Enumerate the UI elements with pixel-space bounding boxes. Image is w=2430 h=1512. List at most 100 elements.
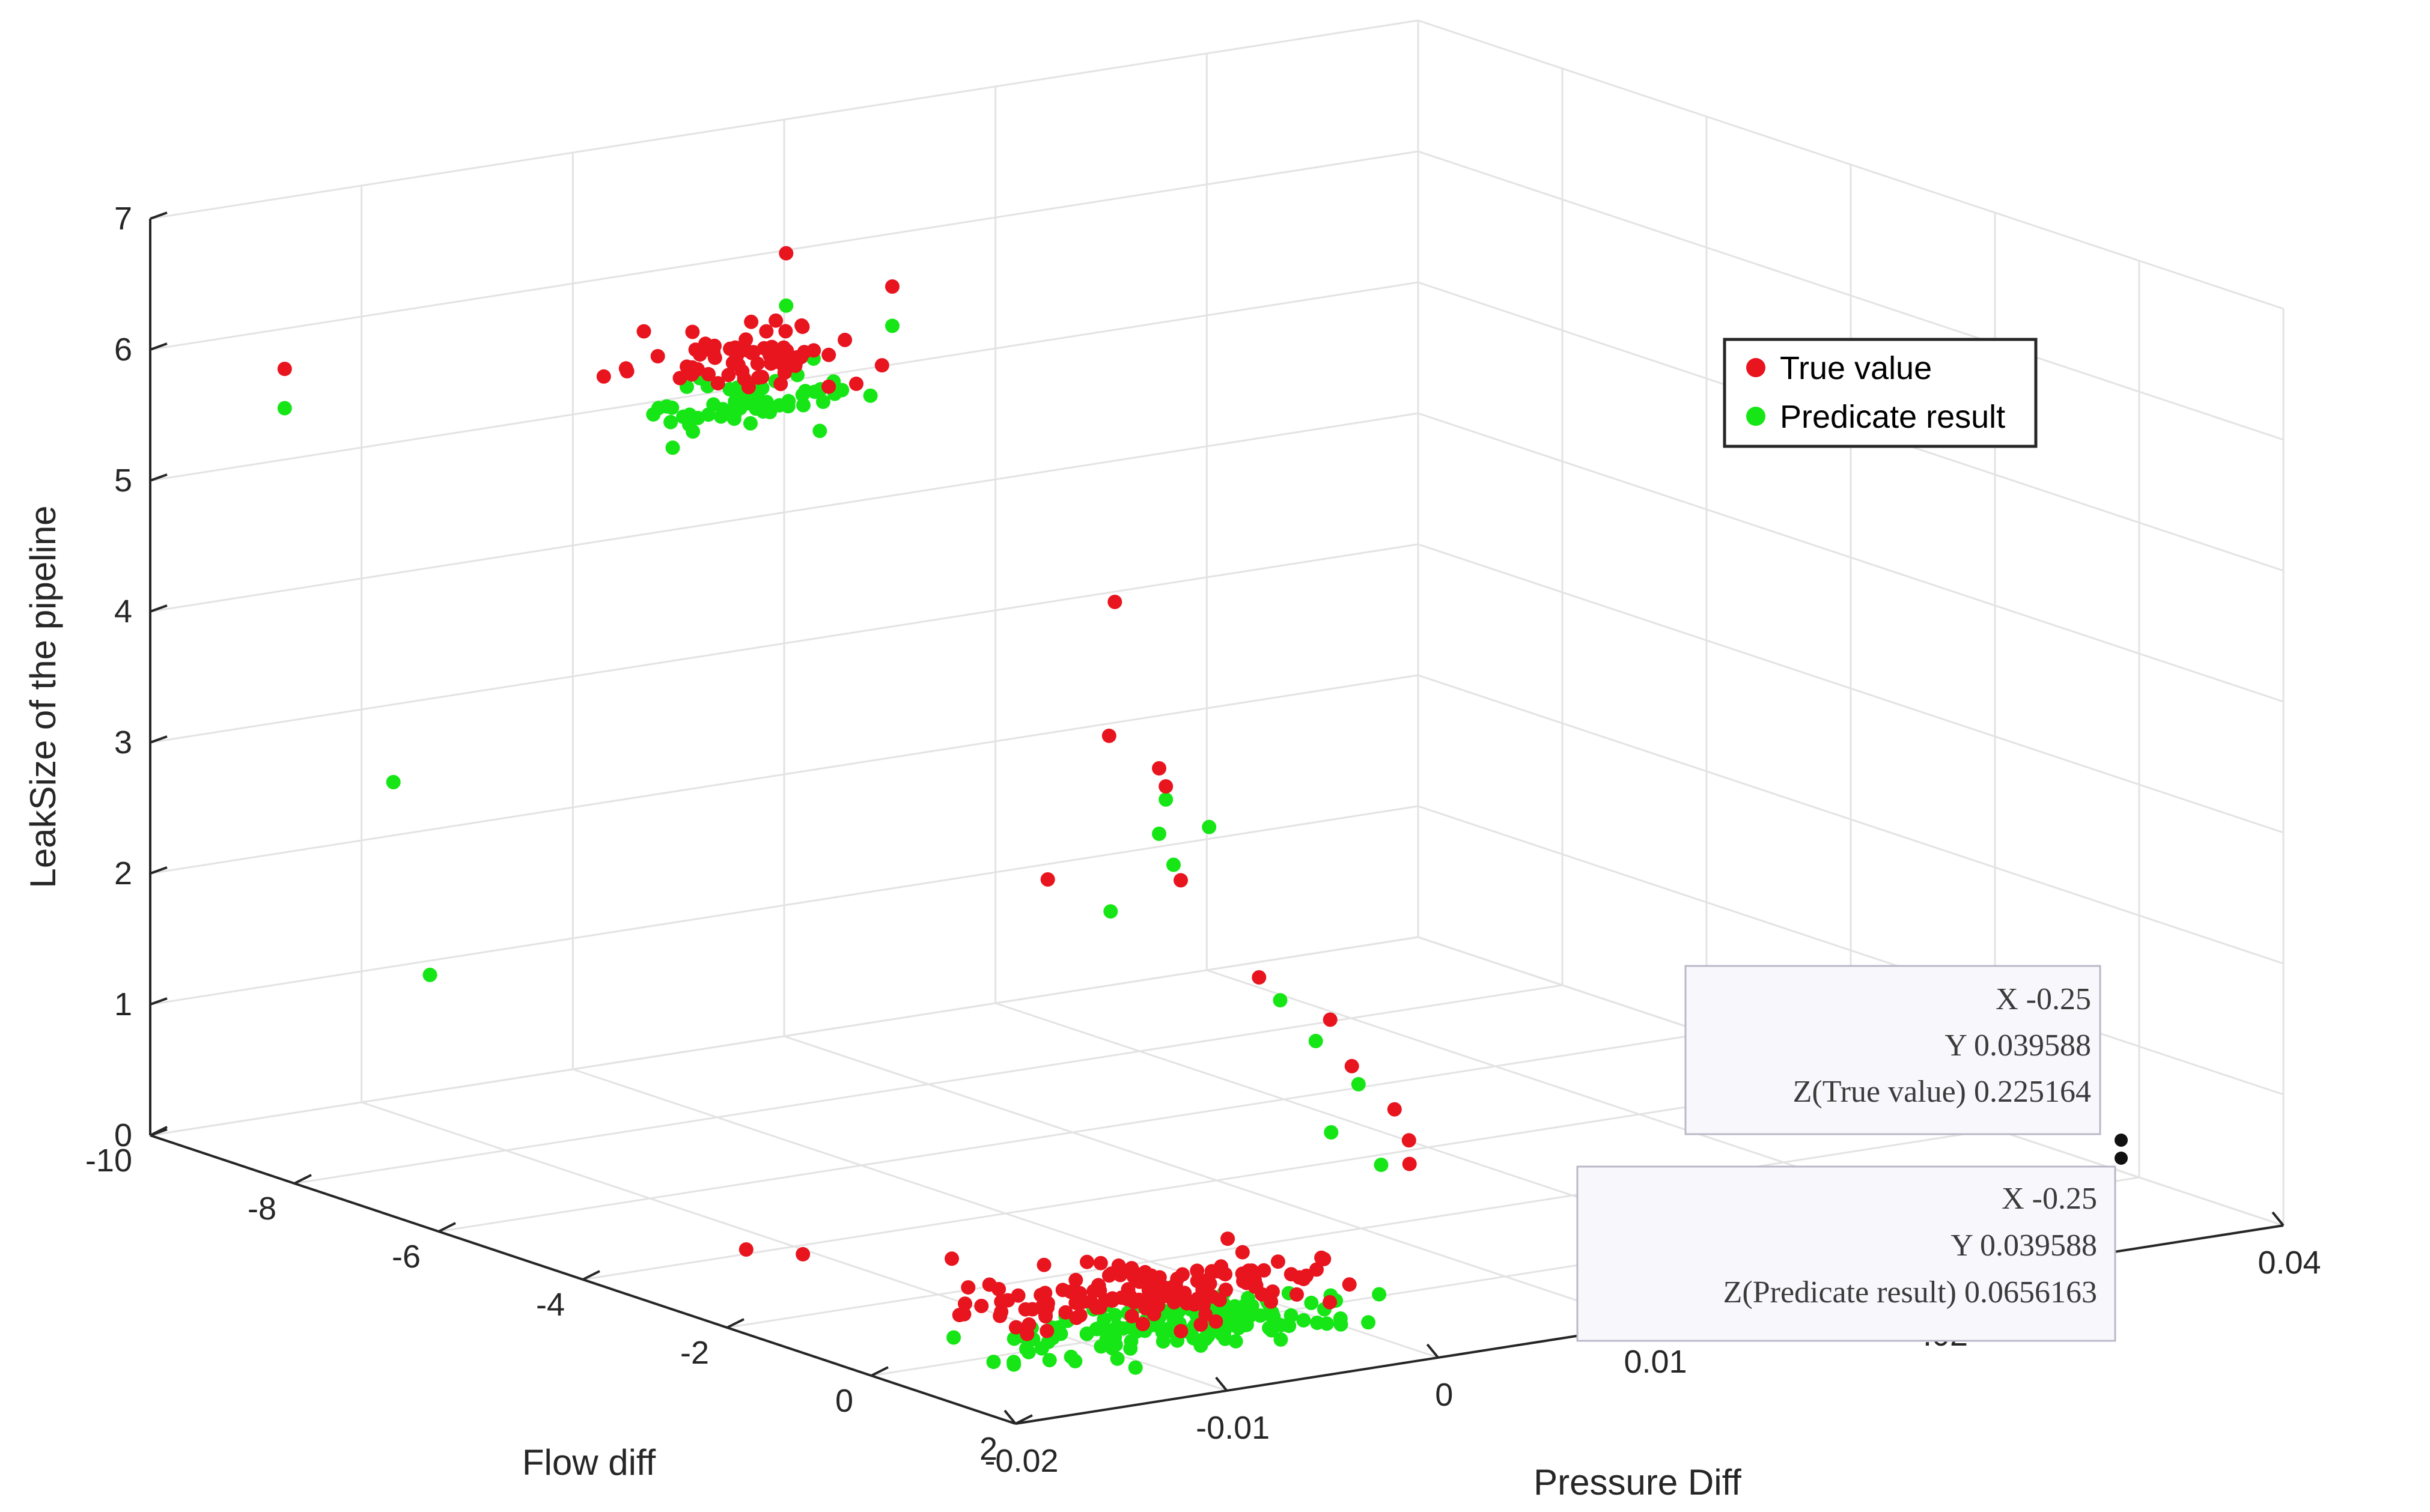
legend-marker-true-value <box>1746 358 1765 377</box>
scatter-point-true-value <box>1208 1314 1223 1329</box>
y-tick-mark <box>1003 1409 1017 1425</box>
legend-label-true-value: True value <box>1780 350 1932 386</box>
scatter-point-true-value <box>680 359 695 374</box>
y-tick-label: -0.01 <box>1196 1410 1270 1446</box>
x-tick-mark <box>726 1318 745 1329</box>
grid-line <box>1418 412 2284 703</box>
legend: True value Predicate result <box>1723 338 2038 448</box>
datatip-line-x: X -0.25 <box>2002 1182 2097 1216</box>
scatter-point-predicate-result <box>781 399 796 414</box>
grid-line <box>150 805 1419 1006</box>
scatter-point-predicate-result <box>422 967 437 982</box>
z-tick-label: 5 <box>114 463 132 499</box>
scatter-point-true-value <box>776 340 791 355</box>
scatter-point-true-value <box>1190 1263 1205 1278</box>
scatter-point-true-value <box>1174 873 1188 888</box>
scatter-point-true-value <box>1152 1270 1167 1285</box>
scatter-point-true-value <box>596 369 611 384</box>
grid-line <box>1418 543 2284 834</box>
scatter-point-predicate-result <box>1266 1310 1281 1324</box>
scatter-point-predicate-result <box>1320 1316 1335 1331</box>
scatter-point-predicate-result <box>779 298 794 313</box>
scatter-point-true-value <box>1264 1294 1279 1309</box>
scatter-point-true-value <box>1241 1263 1256 1278</box>
datatip-line-z: Z(Predicate result) 0.0656163 <box>1723 1275 2097 1310</box>
datatip-true-value[interactable]: X -0.25 Y 0.039588 Z(True value) 0.22516… <box>1684 965 2101 1135</box>
z-tick-label: 2 <box>114 855 132 891</box>
y-tick-label: 0 <box>1435 1377 1453 1413</box>
scatter-point-true-value <box>1342 1277 1357 1292</box>
scatter-point-true-value <box>1113 1268 1128 1283</box>
y-axis-label: Pressure Diff <box>1533 1462 1741 1502</box>
scatter-point-true-value <box>1243 1275 1258 1290</box>
z-tick-mark <box>150 473 168 482</box>
scatter-point-predicate-result <box>1304 1295 1319 1310</box>
scatter-point-predicate-result <box>1217 1331 1232 1346</box>
scatter-point-true-value <box>1022 1317 1037 1332</box>
x-tick-label: -10 <box>85 1143 132 1179</box>
scatter-point-true-value <box>794 318 809 333</box>
z-tick-mark <box>150 211 168 220</box>
scatter-point-true-value <box>945 1251 959 1266</box>
grid-line <box>1418 805 2284 1096</box>
scatter-point-predicate-result <box>1068 1353 1083 1368</box>
scatter-point-true-value <box>1135 1317 1150 1331</box>
scatter-point-predicate-result <box>1006 1331 1022 1346</box>
scatter-point-true-value <box>1107 595 1122 609</box>
scatter-point-true-value <box>707 338 722 353</box>
scatter-point-predicate-result <box>1103 904 1118 919</box>
x-tick-mark <box>1015 1414 1033 1425</box>
datatip-predicate-result[interactable]: X -0.25 Y 0.039588 Z(Predicate result) 0… <box>1576 1165 2116 1342</box>
scatter-point-true-value <box>769 313 784 328</box>
scatter-point-predicate-result <box>726 411 741 426</box>
scatter-point-true-value <box>1124 1309 1139 1323</box>
scatter-point-true-value <box>1093 1255 1108 1271</box>
grid-line <box>150 412 1419 613</box>
scatter-point-true-value <box>685 324 700 339</box>
scatter-point-predicate-result <box>1034 1341 1049 1356</box>
datatip-anchor-predicate-result[interactable] <box>2115 1152 2128 1165</box>
scatter-point-predicate-result <box>1201 1329 1216 1344</box>
x-tick-label: -2 <box>680 1335 709 1371</box>
scatter-point-predicate-result <box>1262 1320 1277 1335</box>
scatter-point-true-value <box>957 1307 972 1322</box>
scatter-point-true-value <box>1198 1307 1213 1322</box>
scatter-point-predicate-result <box>1107 1330 1122 1345</box>
x-tick-mark <box>438 1222 456 1233</box>
scatter-point-true-value <box>1037 1257 1052 1272</box>
scatter-point-predicate-result <box>722 382 737 396</box>
z-tick-label: 3 <box>114 724 132 761</box>
x-tick-label: 0 <box>835 1383 853 1419</box>
scatter-point-predicate-result <box>1159 792 1174 807</box>
scatter-point-true-value <box>738 332 754 347</box>
scatter-point-true-value <box>735 364 750 379</box>
scatter-point-predicate-result <box>1333 1311 1348 1326</box>
datatip-box <box>1576 1165 2116 1342</box>
scatter-point-predicate-result <box>743 416 758 431</box>
datatip-anchor-true-value[interactable] <box>2115 1134 2128 1147</box>
scatter-point-predicate-result <box>1006 1357 1022 1372</box>
scatter-point-true-value <box>738 1242 754 1257</box>
x-tick-mark <box>294 1174 312 1185</box>
scatter-point-predicate-result <box>1202 819 1217 834</box>
scatter-point-true-value <box>1180 1293 1195 1308</box>
scatter-point-true-value <box>780 351 794 366</box>
scatter-point-true-value <box>1098 1293 1113 1308</box>
scatter-point-predicate-result <box>1361 1315 1376 1330</box>
scatter-point-predicate-result <box>796 398 811 413</box>
scatter-point-true-value <box>1076 1294 1091 1309</box>
scatter-point-true-value <box>761 341 776 356</box>
grid-line <box>1418 674 2284 965</box>
scatter-point-predicate-result <box>1123 1341 1138 1356</box>
scatter-point-predicate-result <box>885 318 900 333</box>
scatter-point-predicate-result <box>1237 1298 1252 1313</box>
scatter-point-true-value <box>773 377 788 392</box>
scatter-point-predicate-result <box>1372 1287 1387 1302</box>
scatter-point-true-value <box>777 365 792 380</box>
scatter-point-predicate-result <box>1308 1034 1323 1048</box>
scatter-point-true-value <box>744 314 759 329</box>
scatter-point-predicate-result <box>863 388 878 403</box>
scatter-point-true-value <box>759 324 774 339</box>
scatter-point-true-value <box>751 370 766 385</box>
